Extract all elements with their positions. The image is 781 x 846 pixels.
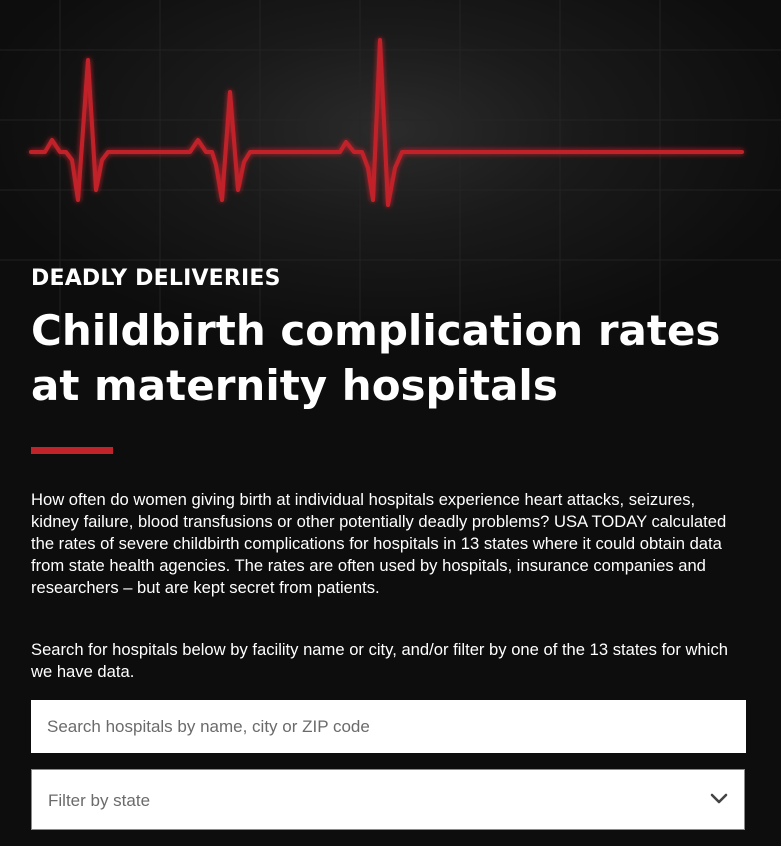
state-filter-label: Filter by state <box>48 791 151 810</box>
page-title: Childbirth complication rates at materni… <box>31 306 721 410</box>
state-filter-select[interactable]: Filter by state <box>31 769 745 830</box>
intro-paragraph: How often do women giving birth at indiv… <box>31 490 727 597</box>
section-kicker: DEADLY DELIVERIES <box>31 266 281 291</box>
hero-banner <box>0 0 781 340</box>
heartbeat-line <box>29 38 744 207</box>
hospital-search-input[interactable] <box>31 700 746 753</box>
title-accent-bar <box>31 447 113 454</box>
search-instructions: Search for hospitals below by facility n… <box>31 640 728 681</box>
chevron-down-icon <box>710 793 728 804</box>
